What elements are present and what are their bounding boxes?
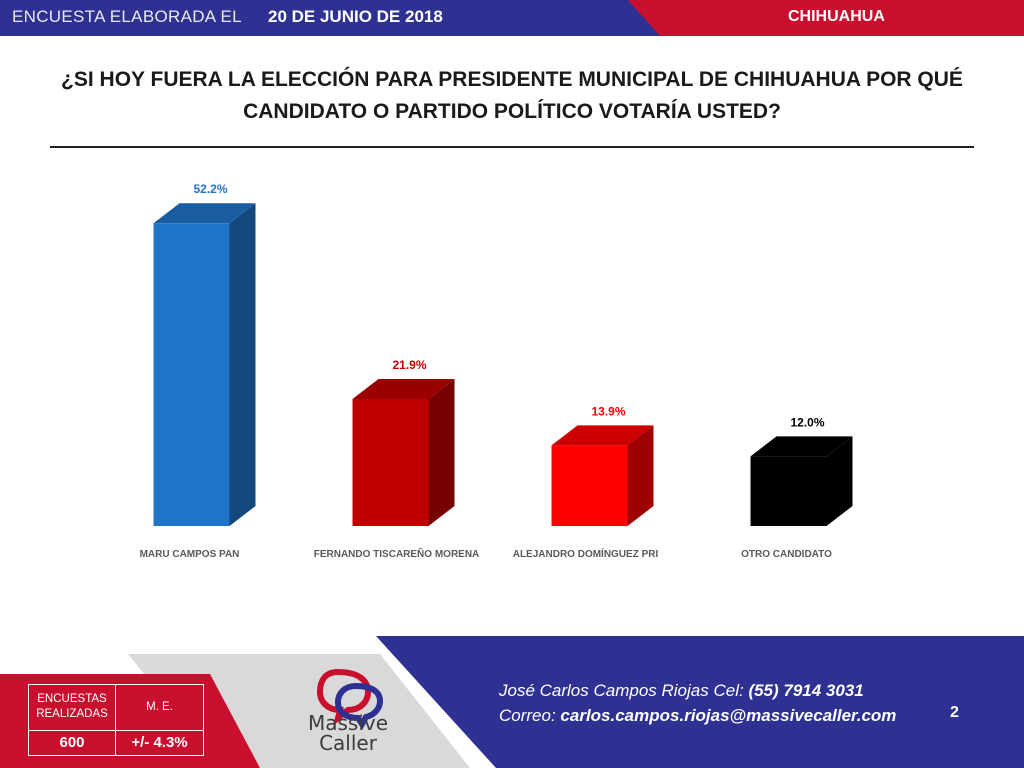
- data-label-0: 52.2%: [193, 182, 227, 196]
- category-label-0: MARU CAMPOS PAN: [140, 549, 240, 560]
- contact-email: carlos.campos.riojas@massivecaller.com: [560, 706, 897, 725]
- survey-stats-table: ENCUESTAS REALIZADAS M. E. 600 +/- 4.3%: [28, 684, 204, 757]
- page-number: 2: [950, 704, 959, 721]
- bar-side-1: [428, 378, 455, 526]
- massive-caller-logo-icon: [316, 668, 384, 730]
- bar-2: [551, 445, 628, 526]
- survey-date-label: ENCUESTA ELABORADA EL: [12, 7, 242, 26]
- region-label: CHIHUAHUA: [788, 8, 885, 25]
- contact-name: José Carlos Campos Riojas Cel:: [499, 681, 744, 700]
- contact-info: José Carlos Campos Riojas Cel: (55) 7914…: [499, 678, 896, 728]
- title-divider: [50, 146, 974, 148]
- question-line-2: CANDIDATO O PARTIDO POLÍTICO VOTARÍA UST…: [243, 100, 781, 123]
- logo-text-massive: Massive: [307, 711, 389, 735]
- bar-0: [153, 223, 230, 527]
- bar-top-1: [352, 378, 455, 399]
- data-label-1: 21.9%: [392, 358, 426, 372]
- page-title: ¿SI HOY FUERA LA ELECCIÓN PARA PRESIDENT…: [40, 64, 984, 128]
- logo-text-caller: Caller: [319, 731, 377, 755]
- survey-date: 20 DE JUNIO DE 2018: [268, 7, 443, 26]
- surveys-label: ENCUESTAS REALIZADAS: [28, 684, 116, 731]
- margin-of-error-value: +/- 4.3%: [115, 729, 204, 757]
- bar-side-0: [229, 203, 256, 527]
- question-line-1: ¿SI HOY FUERA LA ELECCIÓN PARA PRESIDENT…: [61, 68, 963, 91]
- margin-of-error-label: M. E.: [115, 684, 204, 731]
- bar-side-3: [826, 436, 853, 526]
- surveys-value: 600: [28, 729, 116, 757]
- header-banner-background: [0, 0, 1024, 36]
- bar-1: [352, 398, 429, 526]
- bar-top-2: [551, 425, 654, 446]
- category-label-3: OTRO CANDIDATO: [741, 549, 832, 560]
- contact-email-label: Correo:: [499, 706, 556, 725]
- category-label-1: FERNANDO TISCAREÑO MORENA: [314, 547, 480, 560]
- data-label-2: 13.9%: [591, 404, 625, 418]
- bar-side-2: [627, 425, 654, 526]
- category-label-2: ALEJANDRO DOMÍNGUEZ PRI: [513, 547, 659, 560]
- contact-phone: (55) 7914 3031: [748, 681, 864, 700]
- header-banner: ENCUESTA ELABORADA EL 20 DE JUNIO DE 201…: [0, 0, 1024, 36]
- bar-top-0: [153, 203, 256, 224]
- bar-top-3: [750, 436, 853, 457]
- bar-chart: 52.2% MARU CAMPOS PAN 21.9% FERNANDO TISCAR…: [140, 182, 853, 560]
- data-label-3: 12.0%: [790, 415, 824, 429]
- bar-3: [750, 456, 827, 526]
